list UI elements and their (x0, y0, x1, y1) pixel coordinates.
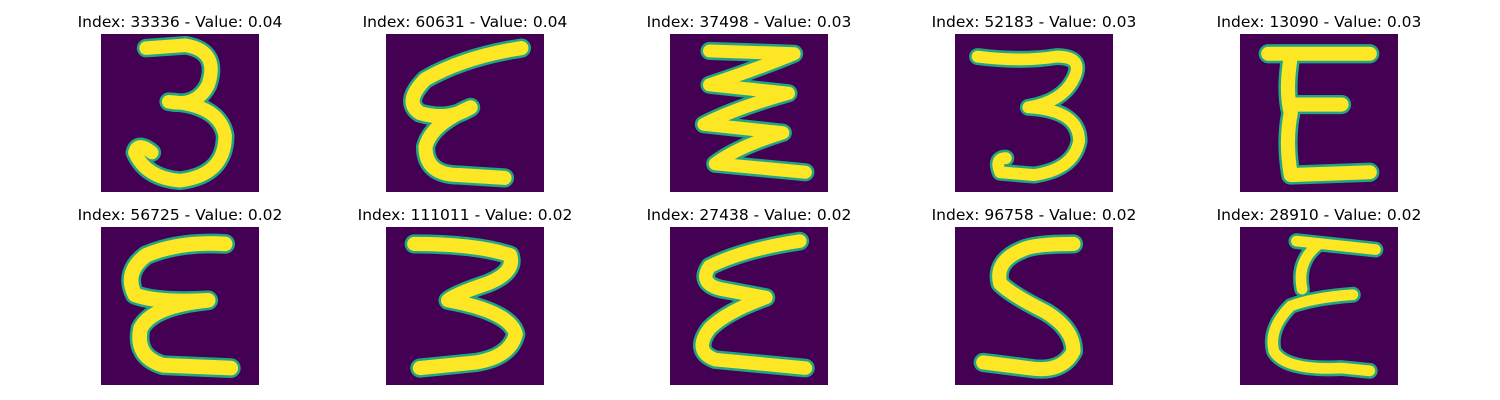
digit-image-8 (670, 227, 828, 385)
panel-title: Index: 33336 - Value: 0.04 (77, 13, 283, 31)
panel-title: Index: 13090 - Value: 0.03 (1216, 13, 1422, 31)
glyph-stroke (971, 50, 1086, 181)
glyph-stroke (697, 44, 812, 179)
glyph-stroke (1267, 235, 1381, 377)
panel-title: Index: 60631 - Value: 0.04 (362, 13, 568, 31)
digit-image-7 (386, 227, 544, 385)
image-background (101, 34, 259, 192)
digit-image-9 (955, 227, 1113, 385)
panel-title: Index: 52183 - Value: 0.03 (931, 13, 1137, 31)
digit-image-4 (955, 34, 1113, 192)
digit-image-1 (101, 34, 259, 192)
digit-image-10 (1240, 227, 1398, 385)
panel-title: Index: 111011 - Value: 0.02 (357, 206, 573, 224)
glyph-stroke (976, 236, 1081, 377)
digit-image-5 (1240, 34, 1398, 192)
digit-image-2 (386, 34, 544, 192)
panel-title: Index: 56725 - Value: 0.02 (77, 206, 283, 224)
panel-title: Index: 27438 - Value: 0.02 (646, 206, 852, 224)
panel-title: Index: 28910 - Value: 0.02 (1216, 206, 1422, 224)
digit-image-6 (101, 227, 259, 385)
glyph-stroke (405, 41, 529, 185)
glyph-stroke (407, 236, 523, 376)
panel-title: Index: 37498 - Value: 0.03 (646, 13, 852, 31)
digit-image-3 (670, 34, 828, 192)
glyph-stroke (123, 236, 239, 376)
glyph-stroke (128, 38, 232, 188)
glyph-stroke (695, 234, 813, 375)
glyph-stroke (1261, 46, 1377, 183)
panel-title: Index: 96758 - Value: 0.02 (931, 206, 1137, 224)
